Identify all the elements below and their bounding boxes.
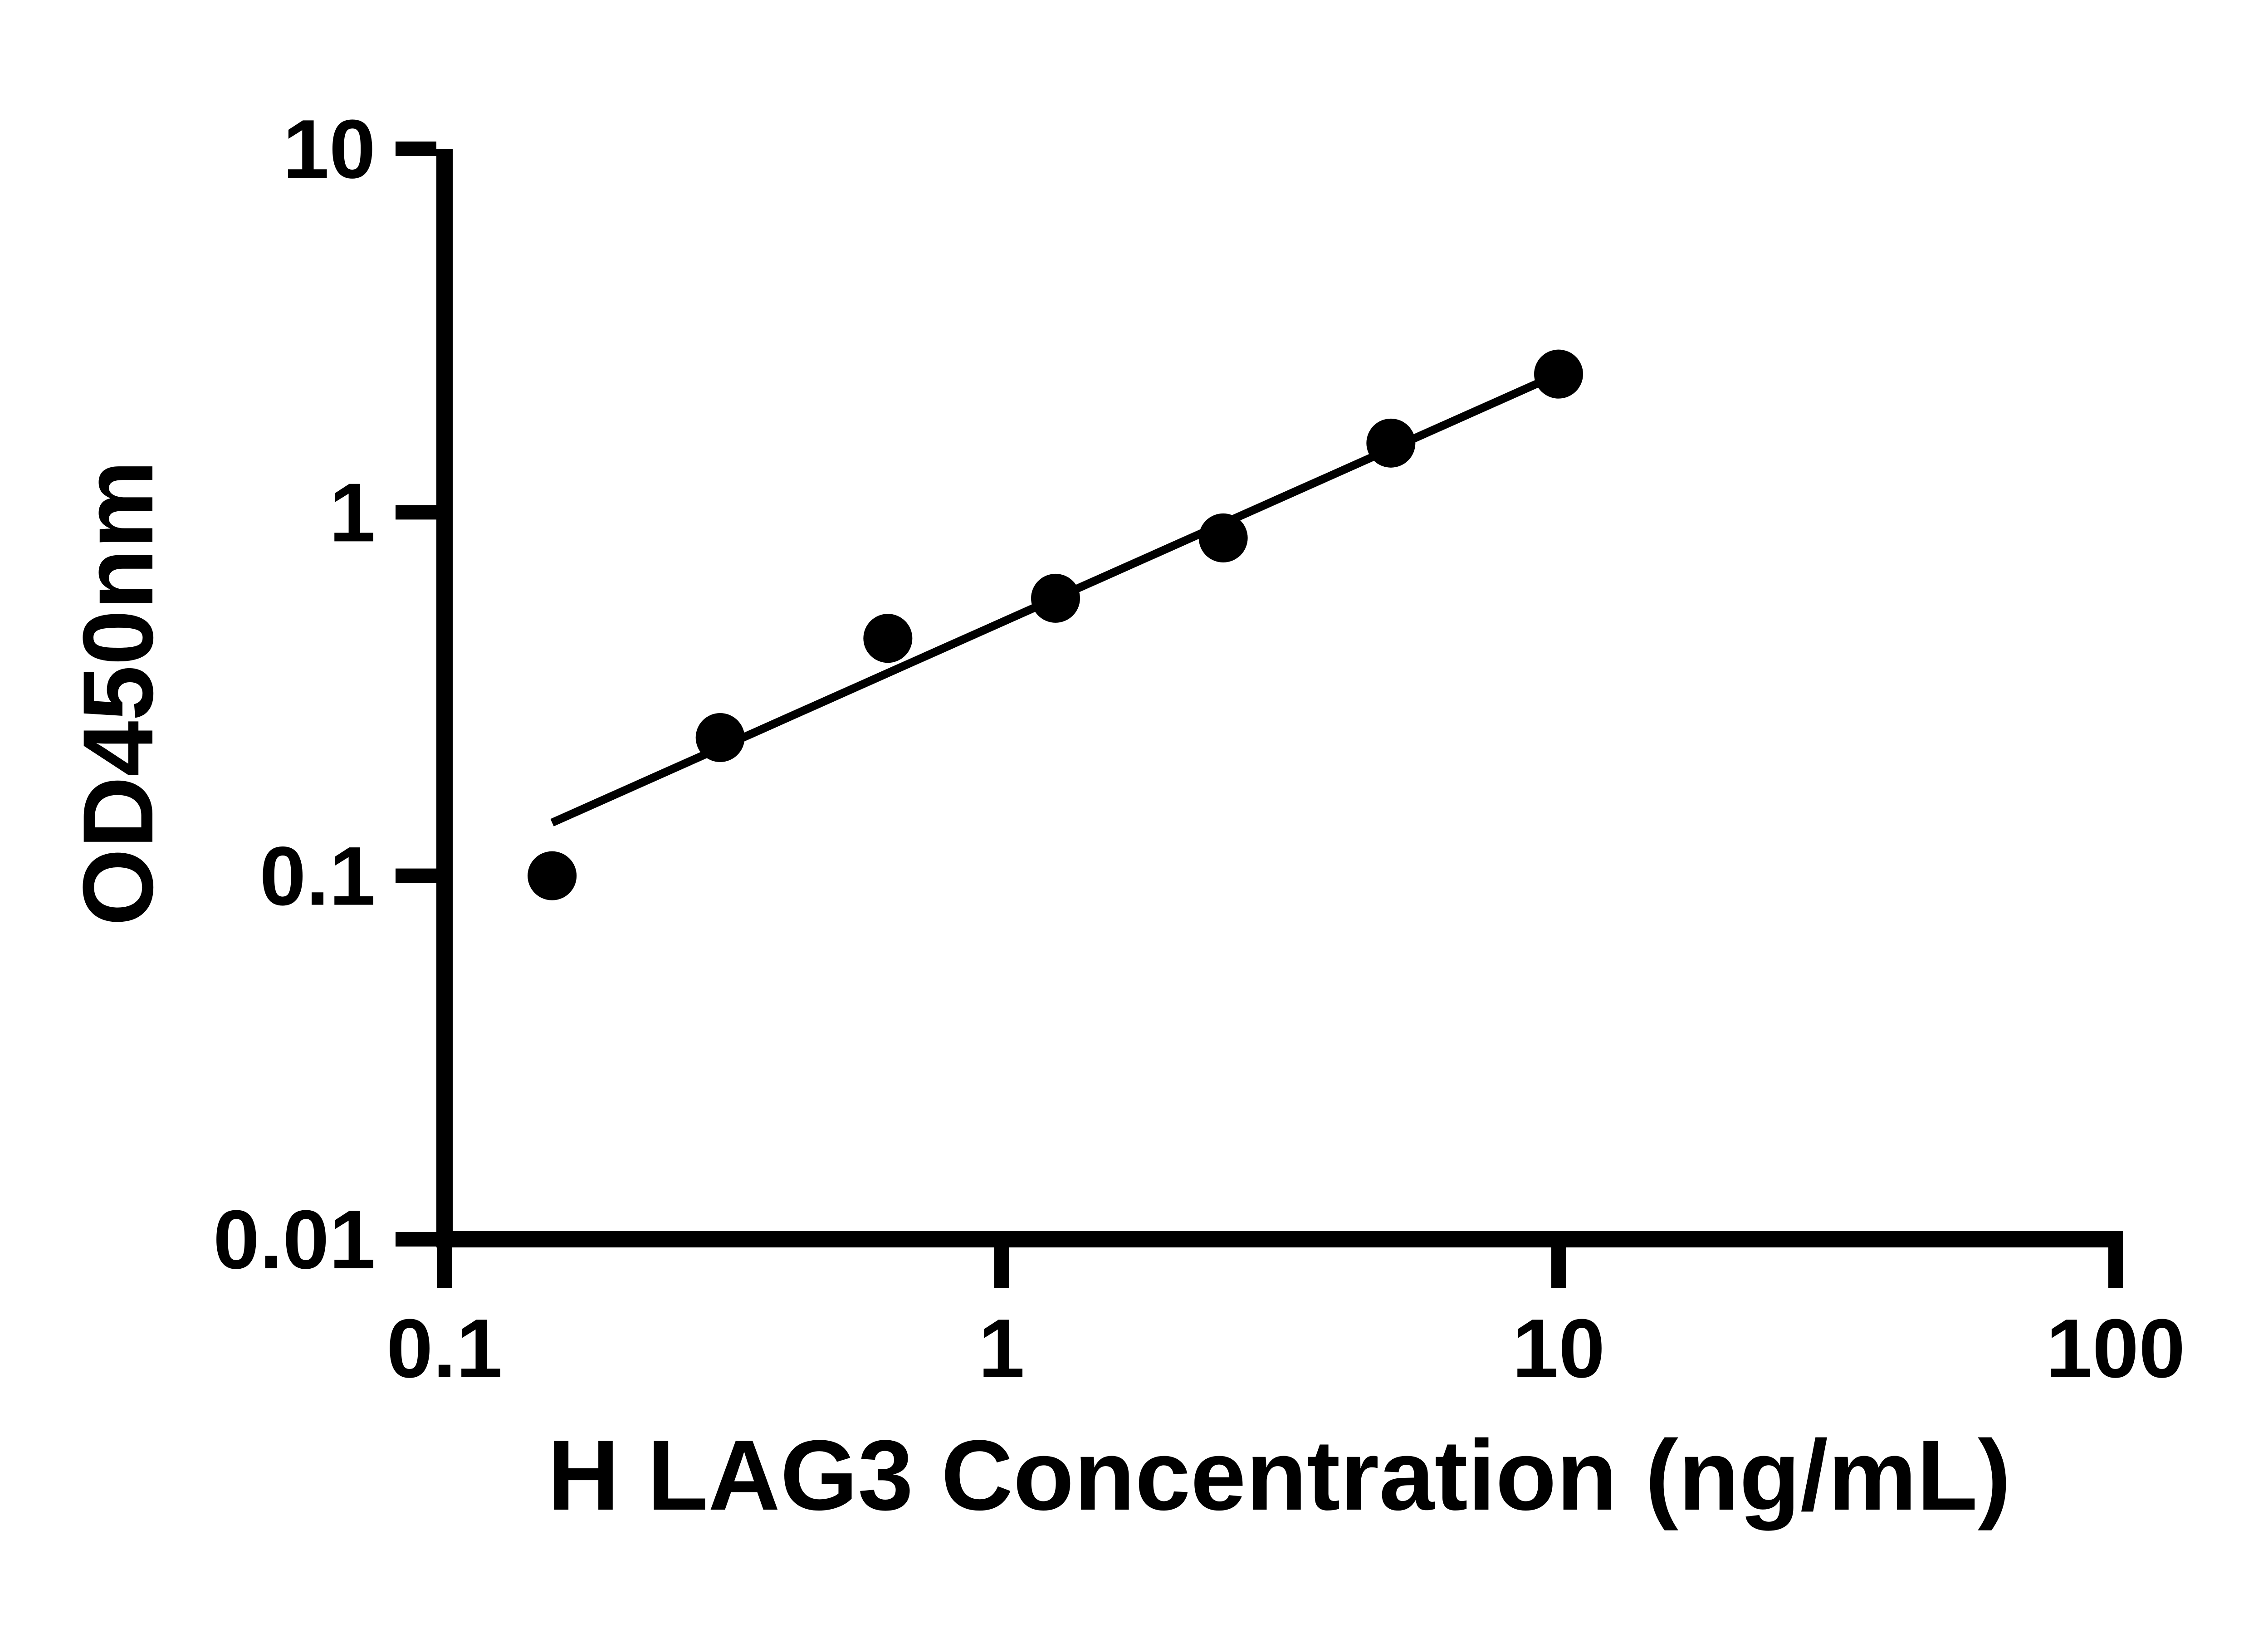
x-tick-label: 10 [1512,1301,1605,1395]
axes [436,149,2123,1247]
x-axis-title: H LAG3 Concentration (ng/mL) [547,1419,2011,1531]
data-point [528,851,577,900]
x-tick-label: 1 [978,1301,1025,1395]
y-tick-label: 0.01 [213,1193,376,1286]
tick-marks [396,142,2123,1288]
data-point [695,713,745,762]
data-point [1366,418,1416,468]
x-tick-label: 100 [2046,1301,2185,1395]
data-series [528,349,1583,900]
x-tick-label: 0.1 [386,1301,503,1395]
data-point [1198,513,1248,562]
data-point [1534,349,1583,399]
y-tick-label: 1 [329,465,376,559]
y-tick-label: 10 [283,102,376,196]
data-point [1031,573,1080,623]
y-axis-title: OD450nm [62,460,174,926]
y-tick-label: 0.1 [259,829,376,923]
data-point [863,614,913,663]
